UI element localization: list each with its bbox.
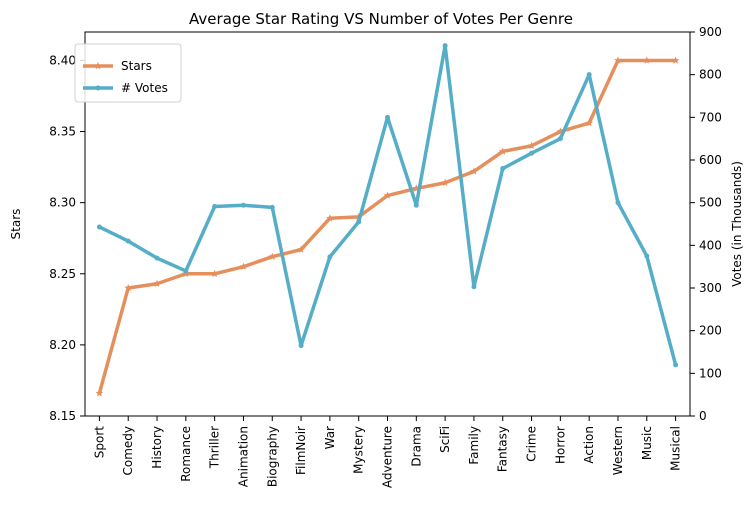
data-point bbox=[96, 224, 102, 230]
axes: 8.15 8.20 8.25 8.30 8.35 8.40 0 100 200 300 400 500… bbox=[49, 25, 722, 488]
legend-label: # Votes bbox=[121, 81, 168, 95]
y2-tick-label: 700 bbox=[699, 110, 722, 124]
y2-tick-label: 900 bbox=[699, 25, 722, 39]
data-point bbox=[673, 362, 679, 368]
data-point bbox=[615, 200, 621, 206]
data-point bbox=[95, 389, 104, 397]
data-point bbox=[644, 253, 650, 259]
data-point bbox=[297, 245, 305, 253]
series-line bbox=[97, 58, 676, 394]
series-line bbox=[98, 43, 678, 366]
y2-tick-label: 600 bbox=[699, 153, 722, 167]
x-tick-label: Comedy bbox=[121, 426, 135, 476]
data-point bbox=[441, 178, 449, 186]
x-tick-label: Sport bbox=[92, 426, 106, 459]
x-tick-label: Action bbox=[582, 426, 596, 464]
series-votes bbox=[96, 43, 679, 368]
legend-marker bbox=[94, 62, 102, 70]
y2-tick-label: 200 bbox=[699, 324, 722, 338]
data-point bbox=[642, 56, 651, 64]
chart-title: Average Star Rating VS Number of Votes P… bbox=[189, 10, 573, 28]
x-tick-label: Western bbox=[611, 426, 625, 475]
data-point bbox=[671, 56, 680, 64]
data-point bbox=[614, 56, 622, 64]
x-tick-label: Crime bbox=[525, 426, 539, 462]
data-point bbox=[385, 114, 390, 120]
data-point bbox=[442, 43, 448, 49]
x-tick-label: SciFi bbox=[438, 426, 452, 453]
data-point bbox=[471, 284, 477, 290]
x-tick-label: Music bbox=[640, 426, 654, 460]
legend-item: # Votes bbox=[83, 81, 168, 95]
x-tick-label: Mystery bbox=[352, 426, 366, 474]
data-point bbox=[529, 150, 535, 156]
data-point bbox=[500, 166, 506, 172]
x-tick-label: Romance bbox=[179, 426, 193, 482]
data-point bbox=[557, 136, 563, 142]
data-point bbox=[153, 279, 161, 287]
x-tick-label: Adventure bbox=[381, 426, 395, 488]
y2-tick-label: 800 bbox=[699, 68, 722, 82]
data-point bbox=[383, 191, 392, 199]
y2-tick-label: 300 bbox=[699, 281, 722, 295]
legend-marker bbox=[95, 85, 101, 91]
x-tick-label: War bbox=[323, 426, 337, 449]
data-point bbox=[269, 204, 275, 210]
data-point bbox=[125, 238, 131, 244]
data-point bbox=[298, 343, 304, 349]
series-layer bbox=[95, 43, 680, 397]
data-point bbox=[240, 202, 246, 208]
data-point bbox=[268, 252, 277, 260]
y-axis-label: Stars bbox=[9, 209, 23, 240]
x-tick-label: Thriller bbox=[208, 426, 222, 469]
series-stars bbox=[95, 56, 680, 397]
x-tick-label: Animation bbox=[236, 426, 250, 487]
x-tick-label: Musical bbox=[669, 426, 683, 471]
data-point bbox=[470, 167, 478, 175]
data-point bbox=[210, 269, 219, 278]
data-point bbox=[212, 204, 218, 210]
x-tick-label: Horror bbox=[553, 426, 567, 464]
y2-tick-label: 400 bbox=[699, 238, 722, 252]
data-point bbox=[585, 119, 593, 127]
legend-item: Stars bbox=[83, 59, 152, 73]
data-point bbox=[498, 147, 507, 155]
y-tick-label: 8.35 bbox=[49, 125, 76, 139]
y2-axis-label: Votes (in Thousands) bbox=[730, 161, 744, 287]
x-tick-label: FilmNoir bbox=[294, 426, 308, 475]
data-point bbox=[183, 268, 189, 274]
y-tick-label: 8.25 bbox=[49, 267, 76, 281]
legend-label: Stars bbox=[121, 59, 152, 73]
data-point bbox=[124, 284, 133, 292]
x-tick-label: Drama bbox=[409, 426, 423, 467]
x-tick-label: Family bbox=[467, 426, 481, 465]
legend: Stars # Votes bbox=[74, 43, 182, 103]
data-point bbox=[239, 262, 248, 270]
x-tick-label: Biography bbox=[265, 426, 279, 487]
data-point bbox=[356, 219, 362, 225]
data-point bbox=[327, 254, 333, 260]
y2-tick-label: 500 bbox=[699, 196, 722, 210]
data-point bbox=[413, 202, 419, 208]
y-tick-label: 8.15 bbox=[49, 409, 76, 423]
y-tick-label: 8.20 bbox=[49, 338, 76, 352]
data-point bbox=[326, 214, 334, 222]
data-point bbox=[154, 255, 160, 261]
y2-tick-label: 0 bbox=[699, 409, 707, 423]
data-point bbox=[586, 72, 592, 78]
x-tick-label: Fantasy bbox=[496, 426, 510, 472]
y-tick-label: 8.30 bbox=[49, 196, 76, 210]
data-point bbox=[527, 141, 536, 150]
y2-tick-label: 100 bbox=[699, 366, 722, 380]
x-tick-label: History bbox=[150, 426, 164, 469]
y-tick-label: 8.40 bbox=[49, 53, 76, 67]
